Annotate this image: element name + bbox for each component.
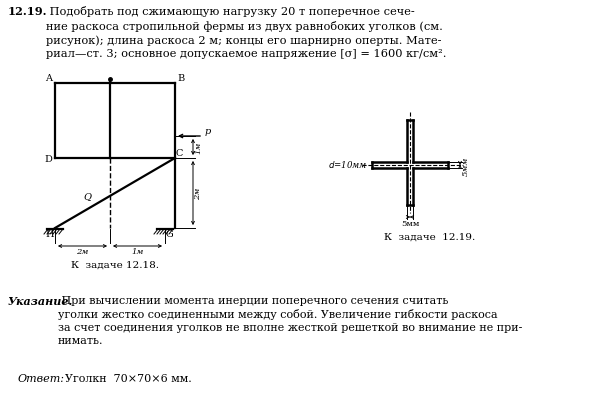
Text: 2м: 2м [194,188,202,200]
Text: При вычислении момента инерции поперечного сечения считать
уголки жестко соедине: При вычислении момента инерции поперечно… [58,295,522,345]
Text: Указание.: Указание. [8,295,73,306]
Text: H: H [45,230,54,238]
Text: A: A [45,74,52,83]
Text: Q: Q [83,192,91,201]
Text: B: B [177,74,184,83]
Text: Ответ:: Ответ: [18,373,65,383]
Text: D: D [44,154,52,163]
Text: G: G [166,230,173,238]
Text: Уголкн  70×70×6 мм.: Уголкн 70×70×6 мм. [58,373,192,383]
Text: К  задаче  12.19.: К задаче 12.19. [384,233,476,242]
Text: $d$=10мм: $d$=10мм [327,158,367,169]
Text: Подобрать под сжимающую нагрузку 20 т поперечное сече-
ние раскоса стропильной ф: Подобрать под сжимающую нагрузку 20 т по… [46,6,447,59]
Text: 5мм: 5мм [462,156,470,175]
Text: p: p [205,127,211,136]
Text: 1м: 1м [194,142,202,154]
Text: C: C [176,149,183,158]
Text: 1м: 1м [132,247,144,255]
Text: К  задаче 12.18.: К задаче 12.18. [71,260,159,269]
Text: 12.19.: 12.19. [8,6,48,17]
Text: 5мм: 5мм [401,219,419,228]
Text: 2м: 2м [76,247,88,255]
